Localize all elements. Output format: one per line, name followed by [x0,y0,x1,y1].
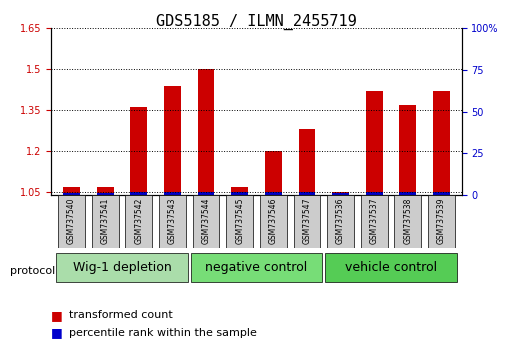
Bar [433,192,450,196]
Text: GSM737545: GSM737545 [235,198,244,245]
FancyBboxPatch shape [226,195,253,248]
Bar [97,187,113,195]
Text: GSM737539: GSM737539 [437,198,446,245]
FancyBboxPatch shape [325,253,457,282]
Bar [63,187,80,195]
Text: GSM737537: GSM737537 [370,198,379,245]
Bar [265,193,282,196]
Bar [231,187,248,195]
Text: GDS5185 / ILMN_2455719: GDS5185 / ILMN_2455719 [156,14,357,30]
Text: GSM737547: GSM737547 [303,198,311,245]
Text: Wig-1 depletion: Wig-1 depletion [72,261,171,274]
Text: ■: ■ [51,309,63,321]
FancyBboxPatch shape [394,195,421,248]
Bar [198,192,214,196]
FancyBboxPatch shape [92,195,119,248]
Bar [400,105,416,195]
FancyBboxPatch shape [327,195,354,248]
Bar [299,129,315,195]
Bar [130,107,147,195]
Bar [366,91,383,195]
Text: protocol: protocol [10,266,55,276]
Text: GSM737538: GSM737538 [403,198,412,245]
FancyBboxPatch shape [293,195,321,248]
Bar [164,86,181,195]
Bar [130,192,147,196]
FancyBboxPatch shape [361,195,388,248]
Text: GSM737544: GSM737544 [202,198,210,245]
FancyBboxPatch shape [260,195,287,248]
Bar [332,192,349,195]
FancyBboxPatch shape [192,195,220,248]
Bar [164,192,181,196]
Text: vehicle control: vehicle control [345,261,437,274]
Text: GSM737540: GSM737540 [67,198,76,245]
FancyBboxPatch shape [191,253,322,282]
Bar [231,192,248,196]
Text: percentile rank within the sample: percentile rank within the sample [69,328,257,338]
Text: GSM737536: GSM737536 [336,198,345,245]
Text: negative control: negative control [205,261,308,274]
Text: GSM737543: GSM737543 [168,198,177,245]
Text: GSM737542: GSM737542 [134,198,143,245]
FancyBboxPatch shape [56,253,188,282]
FancyBboxPatch shape [125,195,152,248]
Bar [97,193,113,196]
Text: transformed count: transformed count [69,310,173,320]
Bar [400,192,416,196]
Bar [63,193,80,196]
Bar [332,193,349,197]
Bar [265,151,282,195]
FancyBboxPatch shape [58,195,85,248]
Text: GSM737541: GSM737541 [101,198,110,245]
Text: GSM737546: GSM737546 [269,198,278,245]
FancyBboxPatch shape [159,195,186,248]
Text: ■: ■ [51,326,63,339]
Bar [299,192,315,196]
FancyBboxPatch shape [428,195,455,248]
Bar [433,91,450,195]
Bar [198,69,214,195]
Bar [366,192,383,196]
